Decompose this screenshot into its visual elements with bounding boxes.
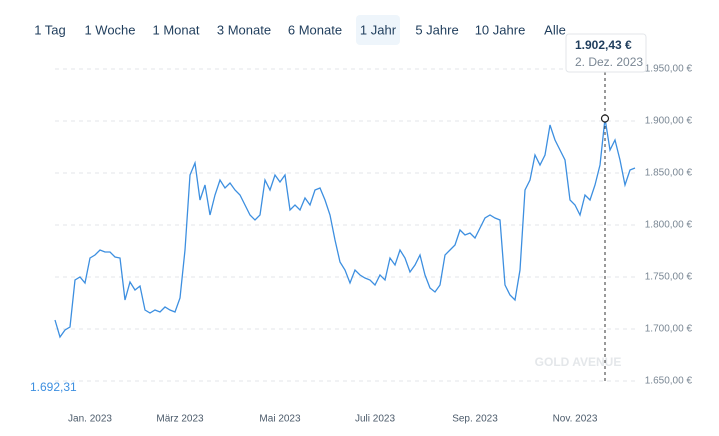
tab[interactable]: 1 Jahr xyxy=(356,15,400,45)
tooltip-value: 1.902,43 € xyxy=(575,38,632,52)
x-tick-label: Jan. 2023 xyxy=(68,414,112,425)
x-tick-label: Juli 2023 xyxy=(355,414,395,425)
tab-label[interactable]: 1 Monat xyxy=(153,22,200,37)
tab[interactable]: 1 Monat xyxy=(153,22,200,37)
hover-point xyxy=(600,114,610,123)
y-tick-label: 1.650,00 € xyxy=(645,376,693,387)
tab[interactable]: 1 Woche xyxy=(84,22,135,37)
tab[interactable]: 1 Tag xyxy=(34,22,66,37)
tab[interactable]: 10 Jahre xyxy=(475,22,526,37)
y-tick-label: 1.750,00 € xyxy=(645,272,693,283)
tab-label[interactable]: 1 Woche xyxy=(84,22,135,37)
tab-label[interactable]: 10 Jahre xyxy=(475,22,526,37)
tooltip-date: 2. Dez. 2023 xyxy=(575,55,643,69)
tab-label[interactable]: 1 Jahr xyxy=(360,22,397,37)
price-line xyxy=(54,118,636,339)
tab-selected-bg xyxy=(356,15,400,45)
x-tick-label: Nov. 2023 xyxy=(553,414,598,425)
x-tick-label: Sep. 2023 xyxy=(452,414,498,425)
x-tick-label: März 2023 xyxy=(156,414,204,425)
x-tick-label: Mai 2023 xyxy=(259,414,301,425)
y-tick-label: 1.800,00 € xyxy=(645,220,693,231)
tab-label[interactable]: 3 Monate xyxy=(217,22,271,37)
y-tick-label: 1.900,00 € xyxy=(645,116,693,127)
tab[interactable]: 6 Monate xyxy=(288,22,342,37)
tab[interactable]: 3 Monate xyxy=(217,22,271,37)
watermark: GOLD AVENUE xyxy=(535,355,622,369)
tab-label[interactable]: 5 Jahre xyxy=(415,22,458,37)
y-tick-label: 1.700,00 € xyxy=(645,324,693,335)
tooltip-box xyxy=(565,33,647,73)
tab[interactable]: Alle xyxy=(544,22,566,37)
tab-label[interactable]: Alle xyxy=(544,22,566,37)
min-label: 1.692,31 xyxy=(30,380,77,394)
tab[interactable]: 5 Jahre xyxy=(415,22,458,37)
y-tick-label: 1.850,00 € xyxy=(645,168,693,179)
tab-label[interactable]: 6 Monate xyxy=(288,22,342,37)
y-tick-label: 1.950,00 € xyxy=(645,64,693,75)
tab-label[interactable]: 1 Tag xyxy=(34,22,66,37)
